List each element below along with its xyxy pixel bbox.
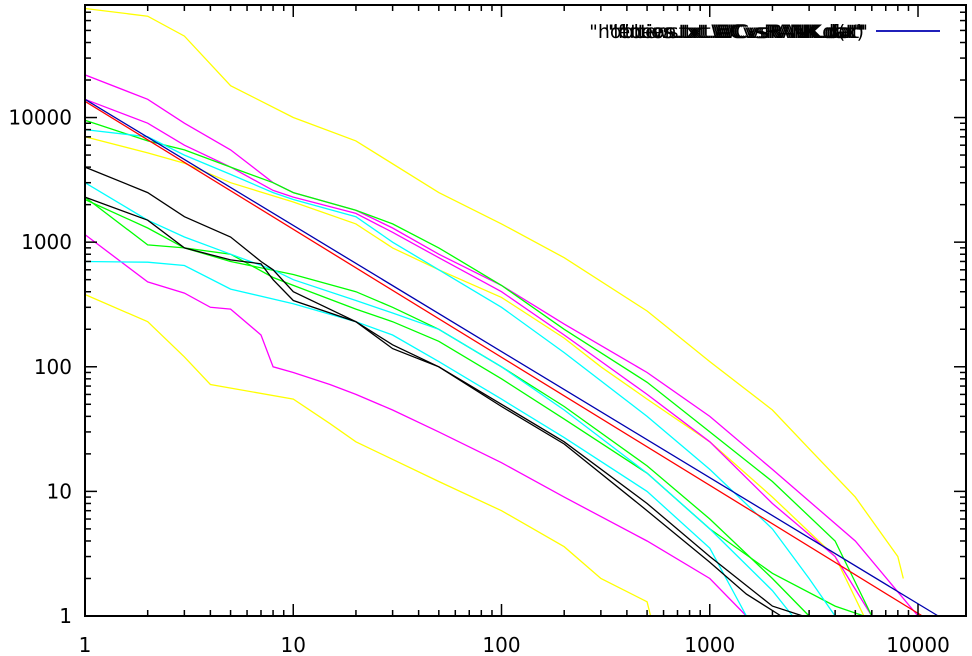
x-tick-label-2: 10 [281,633,306,656]
series-line-7 [84,119,873,617]
series-line-6 [84,234,747,617]
y-tick-label-3: 100 [34,355,72,379]
x-tick-label-5: 10000 [886,633,950,656]
series-line-10 [84,128,836,617]
x-tick-label-4: 1000 [684,633,735,656]
series-line-8 [84,196,865,617]
series-line-14 [84,196,782,617]
legend-label-3: "letters.txt.WCvsRANK.dat" [605,21,864,43]
legend-label-1: "news.txt.WCvsRANK.dat" [621,21,868,43]
series-line-11 [84,182,794,617]
series-line-15 [84,98,939,617]
series-line-1 [84,7,904,579]
legend-label-2: "fiction.txt.WCvsRANK.dat" [609,21,866,43]
y-tick-label-4: 1000 [21,230,72,254]
plot-frame [84,4,967,617]
legend: "news.txt.WCvsRANK.dat" "fiction.txt.WCv… [589,21,940,43]
series-layer [84,7,939,617]
series-line-2 [84,136,865,617]
legend-label-4: "hobbies.txt.WCvsRANK.dat" [589,21,862,43]
x-tick-label-3: 100 [482,633,520,656]
series-line-5 [84,98,873,617]
y-tick-label-1: 1 [59,604,72,628]
y-tick-label-5: 10000 [8,106,72,130]
series-line-12 [84,260,747,617]
legend-fit-label: f(x) [831,21,864,43]
series-line-4 [84,74,919,617]
series-line-16 [84,100,923,617]
series-line-3 [84,293,652,617]
series-line-13 [84,166,804,617]
y-tick-label-2: 10 [47,479,72,503]
x-tick-label-1: 1 [79,633,92,656]
